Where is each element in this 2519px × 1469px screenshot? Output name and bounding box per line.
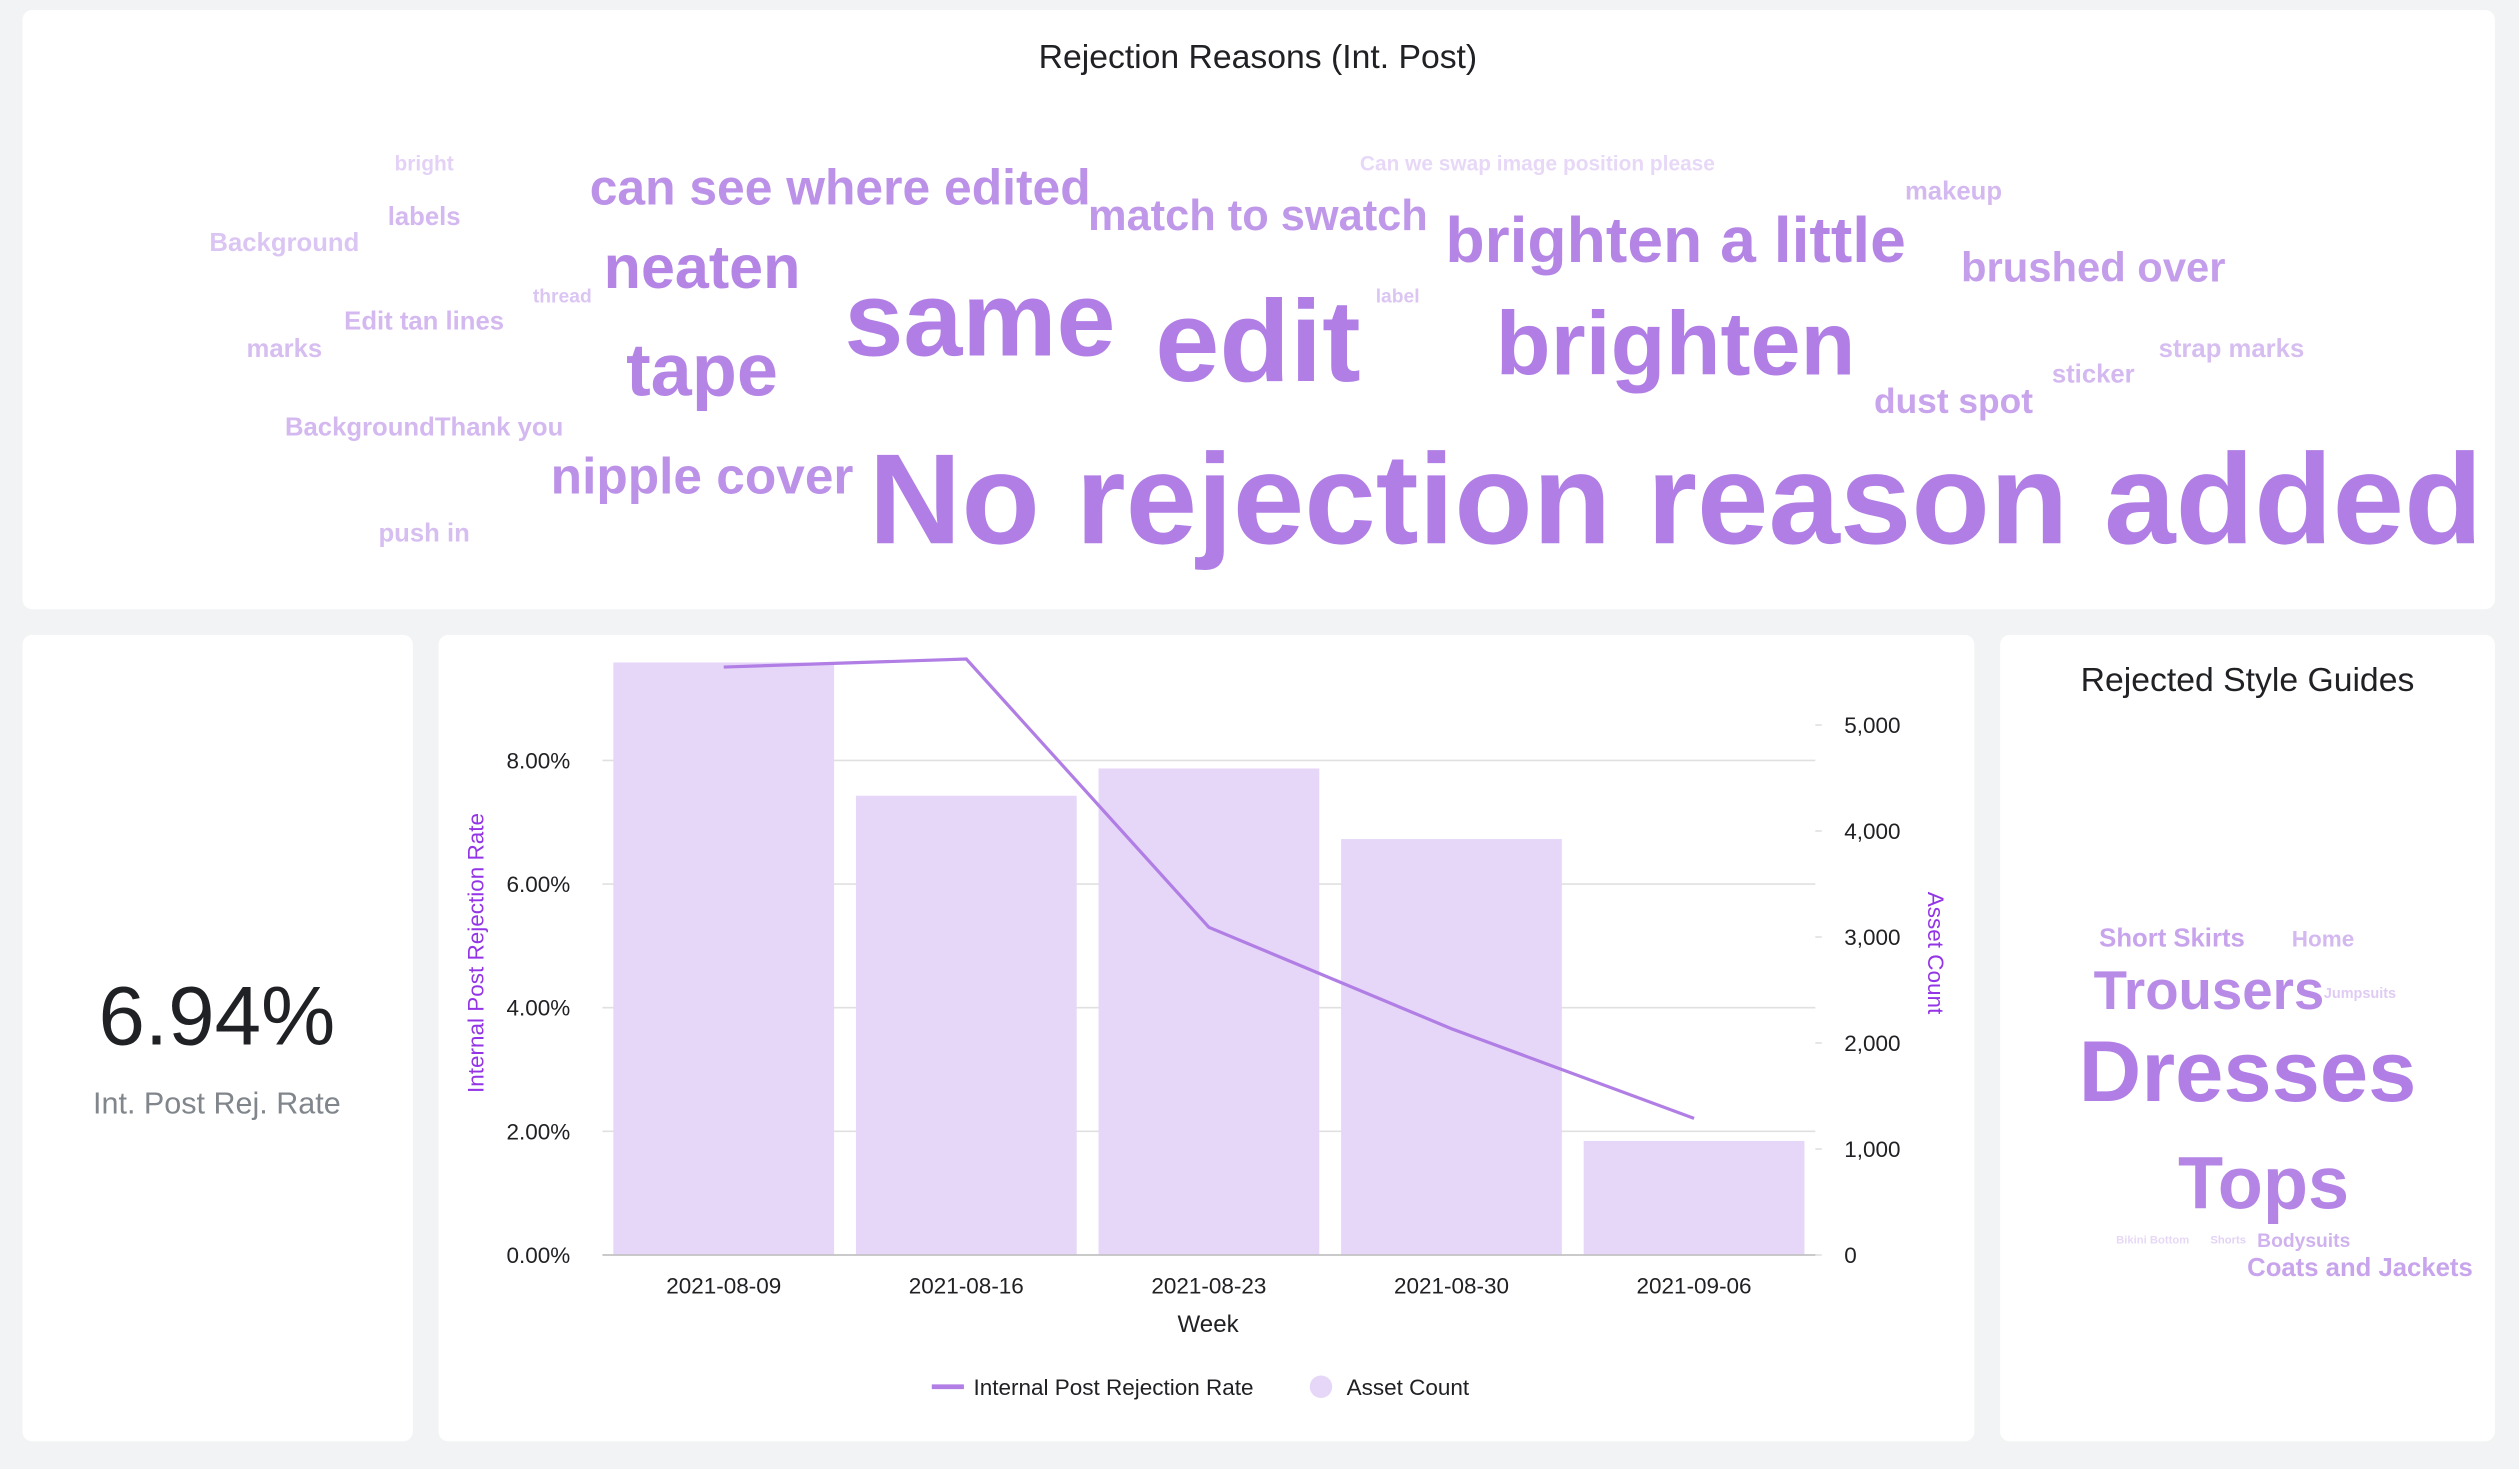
word: tape [626, 329, 778, 412]
style-cloud-card [2000, 634, 2495, 1442]
x-axis-title: Week [1178, 1311, 1240, 1338]
x-tick-label: 2021-08-23 [1151, 1274, 1266, 1299]
x-tick-label: 2021-08-30 [1394, 1274, 1509, 1299]
y2-tick-label: 4,000 [1844, 819, 1900, 844]
word: brighten a little [1445, 204, 1905, 276]
y2-tick-label: 2,000 [1844, 1031, 1900, 1056]
y-tick-label: 8.00% [507, 748, 571, 773]
word: Edit tan lines [344, 308, 504, 336]
style-word: Bikini Bottom [2116, 1235, 2189, 1247]
word: No rejection reason added [869, 428, 2483, 571]
legend-label: Asset Count [1347, 1375, 1470, 1400]
word: sticker [2052, 361, 2135, 389]
y2-axis-title: Asset Count [1923, 892, 1948, 1015]
legend-label: Internal Post Rejection Rate [974, 1375, 1254, 1400]
word: same [844, 260, 1115, 378]
word: brighten [1496, 295, 1856, 395]
bar [613, 662, 835, 1256]
scorecard-value: 6.94% [98, 969, 335, 1063]
word-cloud-card [22, 9, 2495, 610]
y2-tick-label: 1,000 [1844, 1137, 1900, 1162]
style-word: Coats and Jackets [2247, 1254, 2473, 1282]
word: labels [388, 203, 461, 231]
bar [1341, 839, 1562, 1256]
y2-tick-label: 0 [1844, 1243, 1857, 1268]
word: match to swatch [1088, 192, 1428, 240]
y-axis-title: Internal Post Rejection Rate [464, 813, 489, 1093]
word: BackgroundThank you [285, 414, 563, 442]
style-word: Trousers [2094, 960, 2325, 1021]
word: strap marks [2159, 335, 2305, 363]
word: makeup [1905, 178, 2002, 206]
y2-tick-label: 3,000 [1844, 925, 1900, 950]
style-word: Shorts [2210, 1235, 2246, 1247]
word: push in [378, 520, 469, 548]
word: can see where edited [590, 159, 1091, 215]
word: label [1376, 286, 1420, 307]
word-cloud-title: Rejection Reasons (Int. Post) [1039, 38, 1478, 76]
style-word: Jumpsuits [2324, 986, 2396, 1002]
bar [1098, 768, 1320, 1256]
word: dust spot [1874, 382, 2033, 421]
x-tick-label: 2021-08-16 [909, 1274, 1024, 1299]
y2-tick-label: 5,000 [1844, 713, 1900, 738]
style-word: Tops [2178, 1141, 2349, 1224]
word: neaten [604, 233, 801, 301]
bar [855, 795, 1077, 1256]
legend-swatch [1309, 1375, 1333, 1398]
word: thread [533, 286, 592, 307]
style-word: Short Skirts [2099, 925, 2245, 953]
y-tick-label: 6.00% [507, 872, 571, 897]
word: marks [246, 335, 322, 363]
style-word: Home [2292, 927, 2354, 952]
scorecard-card [22, 634, 413, 1442]
x-tick-label: 2021-09-06 [1637, 1274, 1752, 1299]
y-tick-label: 2.00% [507, 1119, 571, 1144]
line [723, 657, 1695, 1120]
word: Can we swap image position please [1360, 153, 1715, 176]
style-word: Dresses [2079, 1023, 2417, 1120]
bar [1583, 1140, 1805, 1256]
word: nipple cover [551, 447, 854, 505]
word: brushed over [1961, 243, 2225, 290]
style-cloud-title: Rejected Style Guides [2081, 661, 2415, 699]
y-tick-label: 4.00% [507, 996, 571, 1021]
scorecard-label: Int. Post Rej. Rate [93, 1087, 341, 1121]
word: bright [395, 153, 454, 176]
y-tick-label: 0.00% [507, 1243, 571, 1268]
style-word: Bodysuits [2257, 1231, 2350, 1252]
word: edit [1155, 276, 1361, 406]
word: Background [209, 229, 359, 257]
x-tick-label: 2021-08-09 [666, 1274, 781, 1299]
